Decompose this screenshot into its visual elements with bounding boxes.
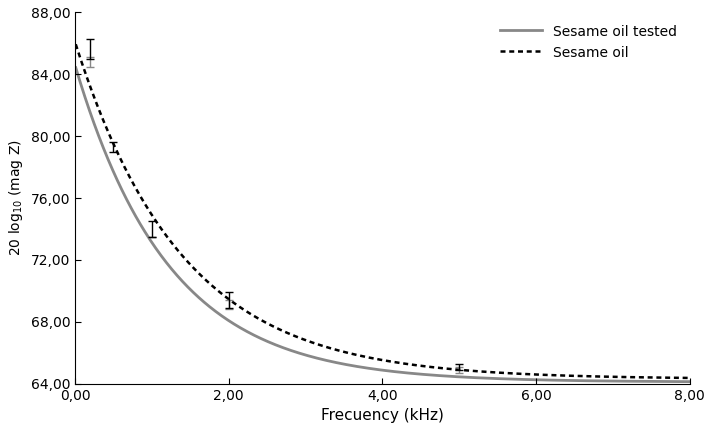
X-axis label: Frecuency (kHz): Frecuency (kHz) <box>321 408 444 423</box>
Sesame oil <box>463 368 471 373</box>
Y-axis label: 20 log$_{10}$ (mag Z): 20 log$_{10}$ (mag Z) <box>7 140 25 256</box>
Sesame oil tested <box>444 374 453 379</box>
Sesame oil <box>109 141 117 146</box>
Sesame oil tested <box>71 65 80 70</box>
Sesame oil <box>686 375 694 381</box>
Line: Sesame oil tested: Sesame oil tested <box>75 68 690 382</box>
Sesame oil tested <box>600 378 609 384</box>
Sesame oil <box>71 42 80 47</box>
Line: Sesame oil: Sesame oil <box>75 44 690 378</box>
Sesame oil tested <box>537 378 545 383</box>
Sesame oil tested <box>686 379 694 384</box>
Sesame oil <box>444 366 453 372</box>
Sesame oil tested <box>463 375 471 380</box>
Sesame oil <box>428 365 436 370</box>
Legend: Sesame oil tested, Sesame oil: Sesame oil tested, Sesame oil <box>495 19 683 65</box>
Sesame oil <box>537 372 545 377</box>
Sesame oil tested <box>428 372 436 378</box>
Sesame oil tested <box>109 169 117 174</box>
Sesame oil <box>600 374 609 379</box>
